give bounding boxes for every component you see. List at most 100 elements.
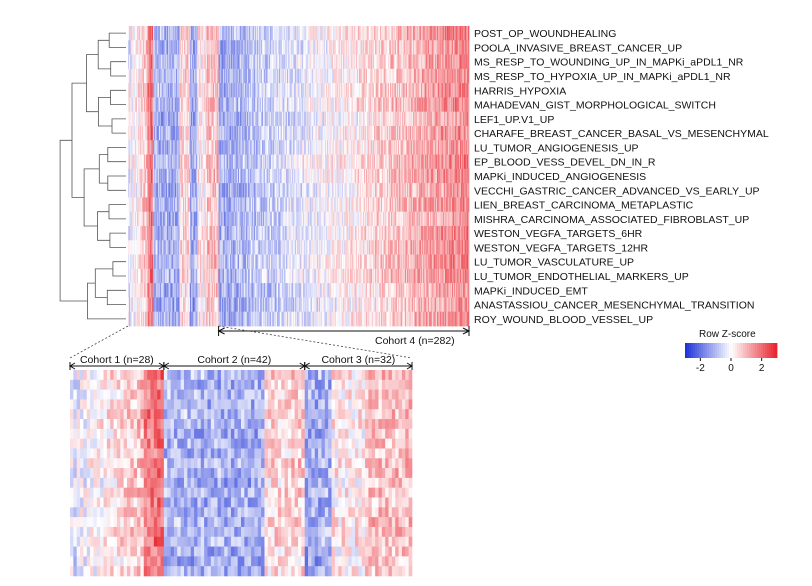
heatmap-cell [267,126,269,141]
heatmap-cell [282,54,284,70]
heatmap-cell [143,168,145,184]
heatmap-cell [461,111,464,127]
heatmap-cell [136,183,139,198]
heatmap-cell [155,126,157,141]
heatmap-cell [284,54,286,70]
heatmap-cell [468,83,470,98]
heatmap-cell [276,197,278,213]
heatmap-cell [350,126,353,141]
heatmap-cell [432,26,434,41]
heatmap-cell [296,197,298,213]
heatmap-cell [350,183,352,198]
heatmap-cell [397,26,399,41]
heatmap-cell [381,40,383,55]
heatmap-cell [254,111,257,127]
heatmap-cell [430,197,433,213]
heatmap-cell [287,111,290,127]
heatmap-cell [241,111,243,127]
heatmap-cell [225,54,227,70]
heatmap-cell [248,54,251,70]
heatmap-cell [391,183,393,198]
heatmap-cell [365,26,368,41]
heatmap-cell [340,140,342,155]
heatmap-cell [157,140,159,155]
heatmap-cell [465,83,467,98]
heatmap-cell [301,154,303,170]
heatmap-cell [189,68,191,84]
heatmap-cell [322,40,324,55]
heatmap-cell [435,197,437,213]
heatmap-cell [177,83,179,98]
heatmap-cell [141,140,143,155]
heatmap-cell [181,97,183,113]
heatmap-cell [221,140,223,155]
heatmap-cell [159,68,161,84]
heatmap-cell [296,183,298,198]
heatmap-cell [287,83,290,98]
heatmap-cell [175,40,177,55]
heatmap-cell [255,68,258,84]
heatmap-cell [464,40,466,55]
heatmap-cell [417,83,419,98]
heatmap-cell [209,40,211,55]
heatmap-cell [462,154,465,170]
heatmap-cell [433,26,435,41]
heatmap-cell [221,183,223,198]
heatmap-cell [176,111,179,127]
heatmap-cell [226,40,228,55]
heatmap-cell [219,126,221,141]
heatmap-cell [207,140,210,155]
heatmap-cell [249,126,251,141]
heatmap-cell [159,26,162,41]
heatmap-cell [323,154,325,170]
heatmap-cell [459,168,461,184]
heatmap-cell [436,183,438,198]
heatmap-cell [433,154,435,170]
heatmap-cell [350,83,353,98]
heatmap-cell [421,111,424,127]
heatmap-cell [294,97,296,113]
heatmap-cell [270,154,273,170]
heatmap-cell [174,126,176,141]
heatmap-cell [180,111,182,127]
heatmap-cell [369,83,371,98]
heatmap-cell [445,154,448,170]
heatmap-cell [258,97,260,113]
heatmap-cell [437,97,439,113]
heatmap-cell [421,140,423,155]
heatmap-cell [387,126,389,141]
heatmap-cell [267,183,269,198]
heatmap-cell [297,168,299,184]
heatmap-cell [138,197,140,213]
heatmap-cell [420,111,422,127]
heatmap-cell [246,126,248,141]
heatmap-cell [222,154,224,170]
heatmap-cell [159,83,161,98]
heatmap-cell [423,54,425,70]
heatmap-cell [223,54,225,70]
heatmap-cell [425,183,427,198]
heatmap-cell [223,97,226,113]
heatmap-cell [137,197,140,213]
heatmap-cell [265,197,267,213]
heatmap-cell [400,83,402,98]
heatmap-cell [432,154,434,170]
heatmap-cell [423,26,425,41]
heatmap-cell [265,26,267,41]
heatmap-cell [151,54,154,70]
heatmap-cell [397,83,400,98]
heatmap-cell [169,183,171,198]
heatmap-cell [319,154,322,170]
heatmap-cell [286,154,289,170]
heatmap-cell [436,168,438,184]
heatmap-cell [300,140,302,155]
heatmap-cell [309,126,311,141]
heatmap-cell [385,26,387,41]
heatmap-cell [236,183,238,198]
heatmap-cell [385,68,387,84]
heatmap-cell [365,54,367,70]
heatmap-cell [384,126,386,141]
heatmap-cell [322,126,324,141]
heatmap-cell [386,26,388,41]
heatmap-cell [190,154,192,170]
